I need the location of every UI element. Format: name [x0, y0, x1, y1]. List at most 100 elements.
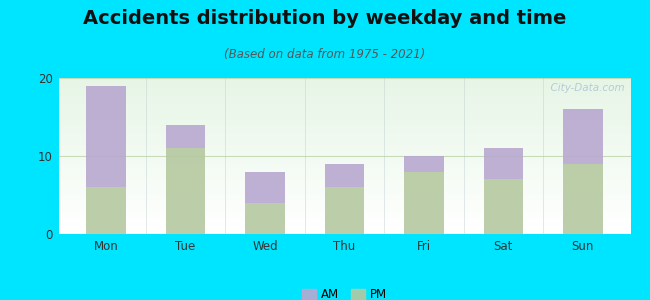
Bar	[58, 140, 630, 141]
Bar	[58, 105, 630, 106]
Bar	[58, 190, 630, 191]
Bar	[58, 88, 630, 89]
Bar	[58, 167, 630, 168]
Bar	[58, 129, 630, 130]
Bar	[58, 134, 630, 135]
Bar	[58, 228, 630, 229]
Bar	[58, 84, 630, 85]
Bar	[58, 158, 630, 159]
Bar	[58, 161, 630, 162]
Bar	[58, 152, 630, 153]
Bar	[58, 178, 630, 179]
Bar	[58, 104, 630, 105]
Bar	[58, 146, 630, 147]
Bar	[58, 195, 630, 196]
Bar	[58, 117, 630, 118]
Text: City-Data.com: City-Data.com	[544, 83, 625, 93]
Bar	[58, 192, 630, 193]
Bar	[58, 205, 630, 206]
Bar	[58, 127, 630, 128]
Bar	[58, 149, 630, 150]
Bar	[58, 143, 630, 144]
Bar	[58, 89, 630, 90]
Bar	[58, 162, 630, 163]
Bar	[58, 221, 630, 222]
Bar	[58, 144, 630, 145]
Bar	[58, 96, 630, 97]
Bar	[484, 148, 523, 179]
Bar	[58, 163, 630, 164]
Bar	[58, 123, 630, 124]
Bar	[563, 109, 603, 164]
Bar	[58, 108, 630, 109]
Bar	[58, 164, 630, 165]
Bar	[58, 86, 630, 87]
Bar	[404, 172, 444, 234]
Bar	[58, 82, 630, 83]
Bar	[58, 174, 630, 175]
Bar	[58, 87, 630, 88]
Bar	[58, 175, 630, 176]
Bar	[563, 164, 603, 234]
Bar	[58, 203, 630, 204]
Bar	[58, 182, 630, 183]
Bar	[58, 156, 630, 157]
Bar	[58, 91, 630, 92]
Bar	[58, 126, 630, 127]
Bar	[58, 217, 630, 218]
Bar	[404, 156, 444, 172]
Bar	[58, 223, 630, 224]
Bar	[58, 186, 630, 187]
Bar	[58, 210, 630, 211]
Bar	[58, 154, 630, 155]
Bar	[58, 191, 630, 192]
Bar	[58, 98, 630, 99]
Bar	[58, 165, 630, 166]
Bar	[58, 168, 630, 169]
Bar	[58, 116, 630, 117]
Bar	[58, 197, 630, 198]
Bar	[58, 227, 630, 228]
Bar	[58, 216, 630, 217]
Bar	[484, 179, 523, 234]
Bar	[86, 187, 126, 234]
Bar	[58, 135, 630, 136]
Bar	[58, 230, 630, 231]
Bar	[245, 203, 285, 234]
Bar	[58, 207, 630, 208]
Bar	[58, 201, 630, 202]
Bar	[58, 224, 630, 225]
Bar	[324, 187, 365, 234]
Bar	[58, 148, 630, 149]
Bar	[58, 211, 630, 212]
Bar	[58, 113, 630, 114]
Bar	[58, 199, 630, 200]
Bar	[58, 177, 630, 178]
Bar	[58, 145, 630, 146]
Bar	[58, 124, 630, 125]
Bar	[58, 187, 630, 188]
Bar	[58, 111, 630, 112]
Bar	[58, 153, 630, 154]
Bar	[58, 160, 630, 161]
Bar	[58, 109, 630, 110]
Bar	[58, 214, 630, 215]
Bar	[58, 219, 630, 220]
Bar	[58, 139, 630, 140]
Bar	[58, 78, 630, 79]
Bar	[324, 164, 365, 187]
Bar	[58, 137, 630, 138]
Bar	[58, 183, 630, 184]
Bar	[58, 107, 630, 108]
Bar	[58, 93, 630, 94]
Bar	[58, 198, 630, 199]
Bar	[58, 97, 630, 98]
Bar	[58, 121, 630, 122]
Bar	[58, 188, 630, 189]
Bar	[58, 110, 630, 111]
Bar	[58, 147, 630, 148]
Bar	[58, 114, 630, 115]
Bar	[58, 81, 630, 82]
Bar	[58, 233, 630, 234]
Bar	[58, 85, 630, 86]
